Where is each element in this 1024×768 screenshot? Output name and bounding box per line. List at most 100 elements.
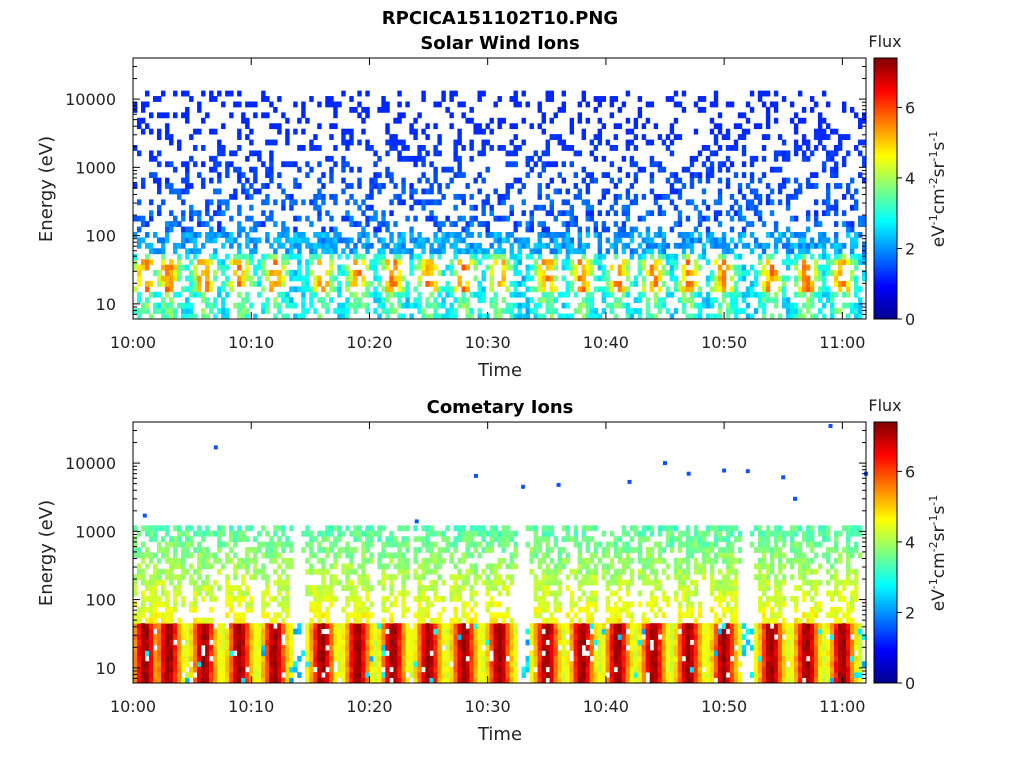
spectrogram-cell xyxy=(169,557,174,564)
spectrogram-cell xyxy=(477,242,482,249)
spectrogram-cell xyxy=(501,579,506,586)
spectrogram-cell xyxy=(613,313,619,320)
spectrogram-cell xyxy=(269,541,274,548)
spectrogram-cell xyxy=(477,644,482,651)
spectrogram-cell xyxy=(513,623,518,630)
spectrogram-cell xyxy=(173,623,178,630)
spectrogram-cell xyxy=(529,623,534,630)
spectrogram-cell xyxy=(165,639,170,646)
spectrogram-cell xyxy=(173,90,178,97)
spectrogram-cell xyxy=(169,541,174,548)
spectrogram-cell xyxy=(793,242,799,249)
spectrogram-cell xyxy=(701,161,707,168)
spectrogram-cell xyxy=(389,661,394,668)
spectrogram-cell xyxy=(209,308,214,314)
spectrogram-cell xyxy=(249,601,254,608)
spectrogram-cell xyxy=(401,177,406,184)
spectrogram-cell xyxy=(533,677,538,684)
spectrogram-cell xyxy=(397,248,402,255)
spectrogram-cell xyxy=(749,221,755,227)
spectrogram-cell xyxy=(465,634,470,640)
spectrogram-cell xyxy=(313,552,318,559)
spectrogram-cell xyxy=(257,568,262,575)
spectrogram-cell xyxy=(401,644,406,651)
spectrogram-cell xyxy=(393,666,398,673)
spectrogram-cell xyxy=(537,672,542,678)
spectrogram-cell xyxy=(173,666,178,673)
spectrogram-cell xyxy=(801,106,807,113)
spectrogram-cell xyxy=(193,232,198,238)
spectrogram-cell xyxy=(509,313,514,320)
spectrogram-cell xyxy=(453,286,458,293)
spectrogram-cell xyxy=(769,264,775,271)
spectrogram-cell xyxy=(665,253,671,260)
spectrogram-cell xyxy=(285,634,290,640)
spectrogram-cell xyxy=(537,253,542,260)
spectrogram-cell xyxy=(133,525,138,532)
spectrogram-cell xyxy=(473,601,478,608)
spectrogram-cell xyxy=(389,617,394,624)
spectrogram-cell xyxy=(681,270,687,276)
spectrogram-cell xyxy=(257,264,262,271)
spectrogram-cell xyxy=(713,286,719,293)
spectrogram-cell xyxy=(377,275,382,282)
spectrogram-cell xyxy=(229,666,234,673)
spectrogram-cell xyxy=(421,161,426,168)
spectrogram-cell xyxy=(413,612,418,619)
spectrogram-cell xyxy=(685,242,691,249)
spectrogram-cell xyxy=(389,210,394,217)
spectrogram-cell xyxy=(605,280,611,287)
spectrogram-cell xyxy=(833,237,839,244)
spectrogram-cell xyxy=(149,552,154,559)
spectrogram-cell xyxy=(405,215,410,222)
spectrogram-cell xyxy=(413,639,418,646)
spectrogram-cell xyxy=(393,677,398,684)
spectrogram-cell xyxy=(497,237,502,244)
spectrogram-cell xyxy=(565,313,570,320)
spectrogram-cell xyxy=(193,666,198,673)
spectrogram-cell xyxy=(437,270,442,276)
spectrogram-cell xyxy=(153,617,158,624)
spectrogram-cell xyxy=(389,199,394,206)
spectrogram-cell xyxy=(449,623,454,630)
spectrogram-cell xyxy=(513,313,518,320)
spectrogram-cell xyxy=(337,101,342,108)
spectrogram-cell xyxy=(461,666,466,673)
spectrogram-cell xyxy=(749,177,755,184)
spectrogram-cell xyxy=(197,101,202,108)
spectrogram-cell xyxy=(553,253,558,260)
spectrogram-cell xyxy=(253,221,258,227)
spectrogram-cell xyxy=(133,672,138,678)
spectrogram-cell xyxy=(181,677,186,684)
spectrogram-cell xyxy=(473,275,478,282)
spectrogram-cell xyxy=(301,650,306,657)
spectrogram-cell xyxy=(289,623,294,630)
spectrogram-cell xyxy=(289,242,294,249)
spectrogram-cell xyxy=(165,286,170,293)
spectrogram-cell xyxy=(289,275,294,282)
spectrogram-cell xyxy=(289,644,294,651)
spectrogram-cell xyxy=(633,297,639,304)
spectrogram-cell xyxy=(525,541,530,548)
spectrogram-cell xyxy=(405,606,410,613)
spectrogram-cell xyxy=(333,655,338,662)
spectrogram-cell xyxy=(597,237,603,244)
spectrogram-cell xyxy=(185,541,190,548)
spectrogram-cell xyxy=(221,541,226,548)
spectrogram-cell xyxy=(245,155,250,162)
spectrogram-cell xyxy=(229,530,234,537)
x-tick-label: 10:40 xyxy=(583,333,629,352)
spectrogram-cell xyxy=(809,297,815,304)
spectrogram-cell xyxy=(633,193,639,200)
spectrogram-cell xyxy=(449,617,454,624)
spectrogram-cell xyxy=(325,661,330,668)
spectrogram-cell xyxy=(465,313,470,320)
spectrogram-cell xyxy=(229,150,234,157)
spectrogram-cell xyxy=(385,644,390,651)
spectrogram-cell xyxy=(249,275,254,282)
spectrogram-cell xyxy=(713,215,719,222)
spectrogram-cell xyxy=(449,123,454,130)
spectrogram-cell xyxy=(253,623,258,630)
spectrogram-cell xyxy=(141,606,146,613)
spectrogram-cell xyxy=(353,253,358,260)
